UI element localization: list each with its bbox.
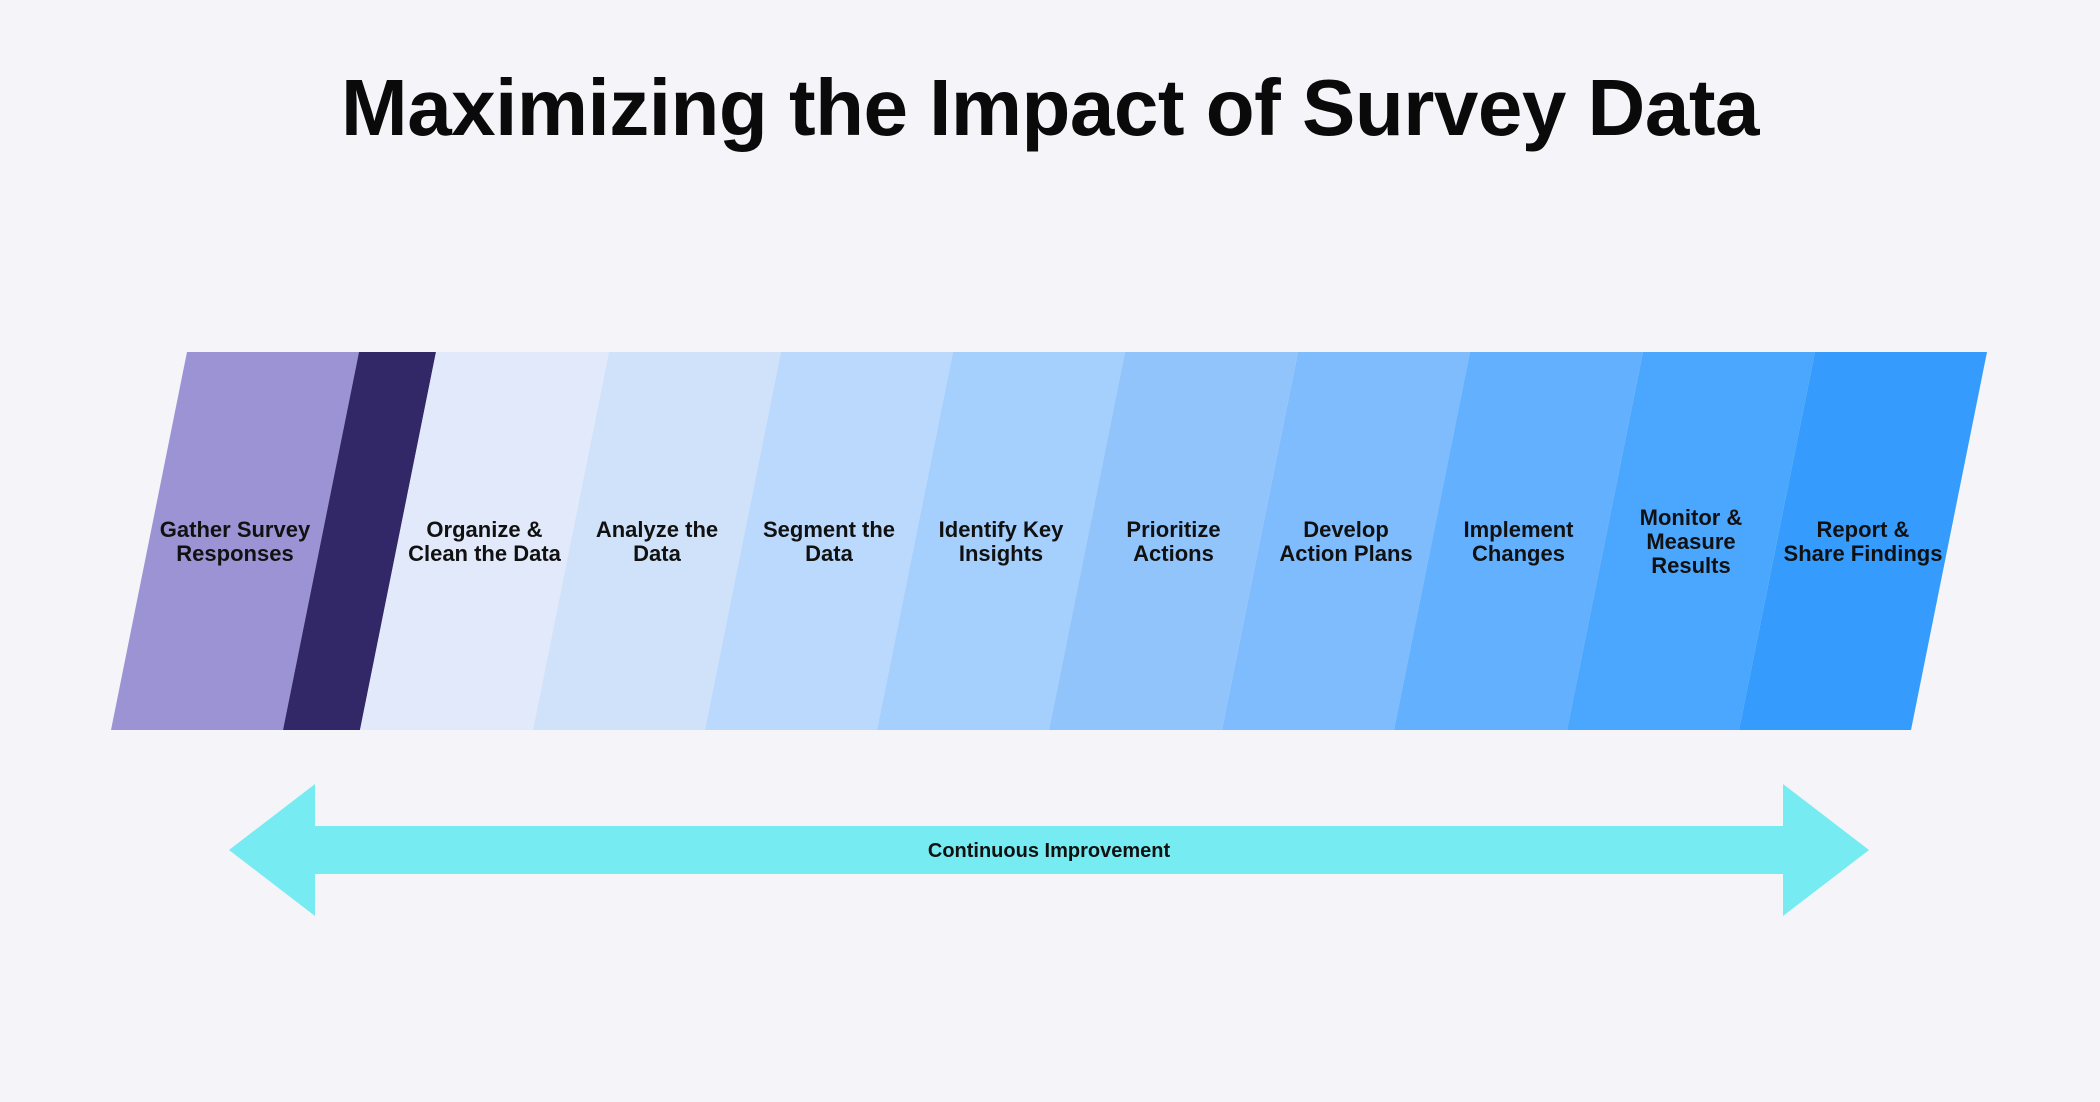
process-step-label-line: Data xyxy=(805,541,853,566)
process-step-band xyxy=(705,352,953,730)
process-step-band xyxy=(283,352,436,730)
process-step-label: Monitor & Measure Results xyxy=(1640,505,1743,578)
process-step-label-line: Insights xyxy=(959,541,1043,566)
process-step-label-line: Responses xyxy=(176,541,293,566)
process-step-label-line: Develop xyxy=(1303,517,1389,542)
continuous-improvement-arrow-group: Continuous Improvement xyxy=(229,784,1869,916)
process-step-band xyxy=(1049,352,1298,730)
process-step-label-line: Changes xyxy=(1472,541,1565,566)
process-step-label-line: Action Plans xyxy=(1279,541,1412,566)
process-step-label-line: Clean the Data xyxy=(408,541,562,566)
process-step-label-line: Prioritize xyxy=(1126,517,1220,542)
process-step-band xyxy=(111,352,359,730)
process-step-label-line: Share Findings xyxy=(1784,541,1943,566)
process-step-band xyxy=(1567,352,1815,730)
process-step-band xyxy=(1394,352,1643,730)
process-step-band xyxy=(1222,352,1470,730)
process-step-label: Report & Share Findings xyxy=(1784,517,1943,566)
process-step-label-line: Results xyxy=(1651,553,1730,578)
process-step-label-line: Gather Survey xyxy=(160,517,311,542)
process-step-band xyxy=(877,352,1125,730)
process-step-label-line: Implement xyxy=(1463,517,1574,542)
continuous-improvement-label: Continuous Improvement xyxy=(928,840,1171,862)
process-step-band xyxy=(360,352,609,730)
process-bands: Gather Survey Responses Organize & Clean th… xyxy=(111,352,1987,730)
double-headed-arrow-icon xyxy=(229,784,1869,916)
process-step-label-line: Report & xyxy=(1817,517,1910,542)
process-step-label-line: Monitor & xyxy=(1640,505,1743,530)
process-step-label-line: Measure xyxy=(1646,529,1735,554)
process-step-label: Gather Survey Responses xyxy=(160,517,311,566)
process-step-label: Develop Action Plans xyxy=(1279,517,1412,566)
process-step-label: Segment the Data xyxy=(763,517,895,566)
process-step-label-line: Organize & xyxy=(426,517,542,542)
process-step-label: Organize & Clean the Data xyxy=(408,517,562,566)
process-step-label: Analyze the Data xyxy=(596,517,718,566)
process-step-label: Identify Key Insights xyxy=(939,517,1064,566)
process-step-label: Prioritize Actions xyxy=(1126,517,1220,566)
process-step-label-line: Actions xyxy=(1133,541,1214,566)
process-step-band xyxy=(533,352,781,730)
process-step-band xyxy=(1739,352,1987,730)
process-step-label-line: Identify Key xyxy=(939,517,1064,542)
process-step-label: Implement Changes xyxy=(1463,517,1574,566)
process-step-label-line: Data xyxy=(633,541,681,566)
process-step-label-line: Analyze the xyxy=(596,517,718,542)
process-step-label-line: Segment the xyxy=(763,517,895,542)
page-title: Maximizing the Impact of Survey Data xyxy=(341,63,1759,152)
